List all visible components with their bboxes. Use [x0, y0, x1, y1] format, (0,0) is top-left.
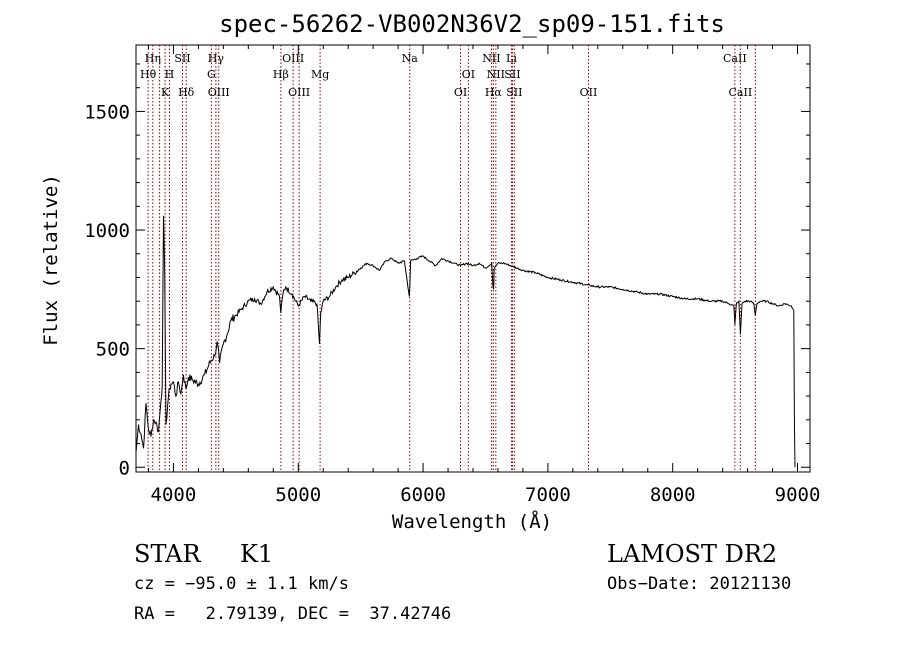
line-marker-labels: HθHηKHSIIHδGHγOIIIHβOIIIOIIIMgNaOIOINIIH… — [140, 52, 752, 99]
x-axis-label: Wavelength (Å) — [392, 510, 552, 533]
line-marker-label: OIII — [282, 52, 304, 65]
line-marker-label: Hη — [145, 52, 161, 65]
y-tick-label: 500 — [96, 339, 130, 361]
redshift-cz: cz = −95.0 ± 1.1 km/s — [134, 574, 349, 594]
line-marker-label: CaII — [723, 52, 747, 65]
line-marker-label: SII — [506, 86, 522, 99]
line-markers — [147, 45, 756, 472]
line-marker-label: OI — [462, 68, 475, 81]
object-class: STAR — [134, 540, 201, 568]
object-subclass: K1 — [240, 540, 274, 568]
x-tick-label: 7000 — [525, 484, 571, 506]
x-tick-label: 5000 — [275, 484, 321, 506]
x-tick-label: 8000 — [650, 484, 696, 506]
line-marker-label: NII — [482, 52, 500, 65]
spectrum-line — [135, 215, 796, 468]
y-tick-label: 1500 — [84, 101, 130, 123]
line-marker-label: OI — [454, 86, 467, 99]
chart-title: spec-56262-VB002N36V2_sp09-151.fits — [219, 10, 725, 38]
line-marker-label: OII — [580, 86, 598, 99]
line-marker-label: H — [165, 68, 175, 81]
line-marker-label: SII — [174, 52, 190, 65]
line-marker-label: Hα — [485, 86, 503, 99]
line-marker-label: OIII — [288, 86, 310, 99]
x-tick-label: 6000 — [400, 484, 446, 506]
plot-frame — [135, 44, 811, 473]
line-marker-label: Hβ — [273, 68, 289, 81]
line-marker-label: G — [207, 68, 216, 81]
x-tick-label: 9000 — [775, 484, 821, 506]
line-marker-label: Hγ — [208, 52, 225, 65]
line-marker-label: Mg — [311, 68, 329, 81]
line-marker-label: OIII — [208, 86, 230, 99]
survey-name: LAMOST DR2 — [607, 540, 778, 568]
line-marker-label: NII — [487, 68, 505, 81]
line-marker-label: Hθ — [140, 68, 157, 81]
y-tick-label: 0 — [119, 457, 130, 479]
line-marker-label: SII — [504, 68, 520, 81]
line-marker-label: CaII — [729, 86, 753, 99]
sky-coordinates: RA = 2.79139, DEC = 37.42746 — [134, 604, 452, 624]
line-marker-label: Na — [402, 52, 419, 65]
x-tick-label: 4000 — [151, 484, 197, 506]
y-axis-ticks: 0 500 1000 1500 — [84, 63, 810, 479]
y-tick-label: 1000 — [84, 220, 130, 242]
y-axis-label: Flux (relative) — [40, 174, 62, 346]
x-axis-ticks: 4000 5000 6000 7000 8000 9000 — [147, 45, 821, 506]
observation-date: Obs−Date: 20121130 — [607, 574, 792, 594]
line-marker-label: Li — [506, 52, 517, 65]
line-marker-label: Hδ — [178, 86, 195, 99]
line-marker-label: K — [161, 86, 170, 99]
